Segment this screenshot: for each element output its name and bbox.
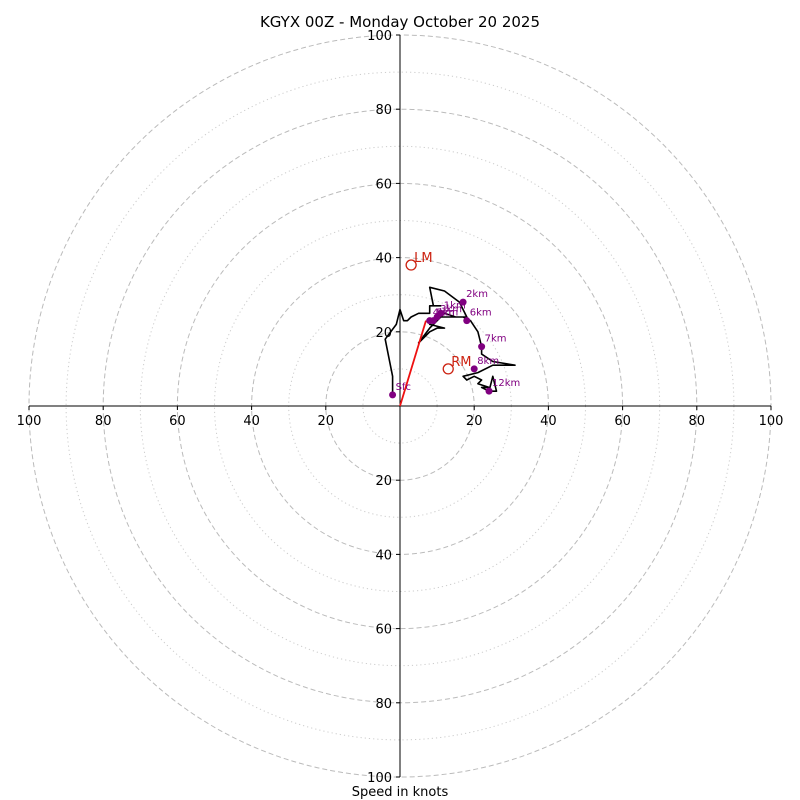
x-tick-label: 60 [614,414,631,429]
x-tick-label: 100 [759,414,784,429]
x-tick-label: 40 [540,414,557,429]
height-label-3km: 3km [440,304,462,315]
height-marker-7km [478,343,486,351]
height-label-7km: 7km [485,334,507,345]
x-tick-label: 80 [95,414,112,429]
chart-title: KGYX 00Z - Monday October 20 2025 [260,13,540,31]
y-tick-label: 40 [375,252,392,267]
y-tick-label: 80 [375,103,392,118]
height-marker-8km [470,365,478,373]
height-label-12km: 12km [492,378,520,389]
height-marker-2km [459,298,467,306]
shear-vector [399,320,427,407]
y-tick-label: 100 [367,771,392,786]
height-marker-6km [463,317,471,325]
x-tick-label: 20 [318,414,335,429]
y-tick-label: 100 [367,29,392,44]
y-tick-label: 80 [375,697,392,712]
height-label-1km: 1km [444,300,466,311]
tick-labels: 100 80 60 40 20 20 40 60 80 100 100 80 60 40 20 20 40 60 8… [17,29,784,786]
storm-label-LM: LM [414,251,432,266]
x-tick-label: 60 [169,414,186,429]
storm-marker-RM [442,363,454,375]
y-tick-label: 20 [375,474,392,489]
height-label-6km: 6km [470,308,492,319]
storm-marker-LM [405,259,417,271]
y-tick-label: 60 [375,177,392,192]
height-marker-Sfc [389,391,397,399]
y-tick-label: 60 [375,623,392,638]
storm-motion-markers: LM RM [405,251,471,375]
y-tick-label: 20 [375,326,392,341]
height-label-Sfc: Sfc [396,382,411,393]
height-label-8km: 8km [477,356,499,367]
x-tick-label: 100 [17,414,42,429]
x-axis-label: Speed in knots [352,785,449,800]
height-marker-5km [429,317,437,325]
x-tick-label: 40 [243,414,260,429]
shear-vector-line [399,320,427,407]
x-tick-label: 80 [689,414,706,429]
x-tick-label: 20 [466,414,483,429]
wind-trace [384,286,516,395]
height-label-5km: 5km [436,308,458,319]
height-label-4km: 4km [433,308,455,319]
y-tick-label: 40 [375,548,392,563]
height-marker-12km [485,387,493,395]
storm-label-RM: RM [451,355,471,370]
wind-trace-line [384,286,516,395]
height-label-2km: 2km [466,289,488,300]
